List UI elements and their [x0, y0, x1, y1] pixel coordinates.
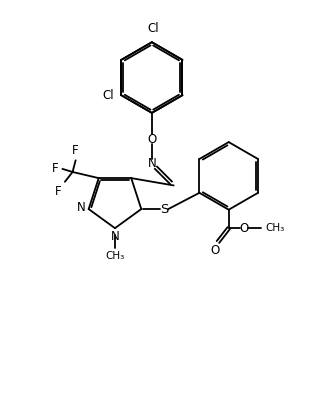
Text: S: S [160, 203, 168, 216]
Text: N: N [148, 157, 156, 170]
Text: F: F [55, 185, 62, 198]
Text: O: O [240, 222, 249, 235]
Text: F: F [52, 162, 59, 175]
Text: F: F [72, 144, 79, 157]
Text: O: O [147, 132, 156, 146]
Text: N: N [111, 230, 119, 243]
Text: Cl: Cl [148, 22, 159, 35]
Text: CH₃: CH₃ [265, 223, 284, 233]
Text: N: N [77, 201, 86, 214]
Text: CH₃: CH₃ [105, 251, 125, 261]
Text: O: O [211, 245, 220, 257]
Text: Cl: Cl [102, 89, 113, 102]
